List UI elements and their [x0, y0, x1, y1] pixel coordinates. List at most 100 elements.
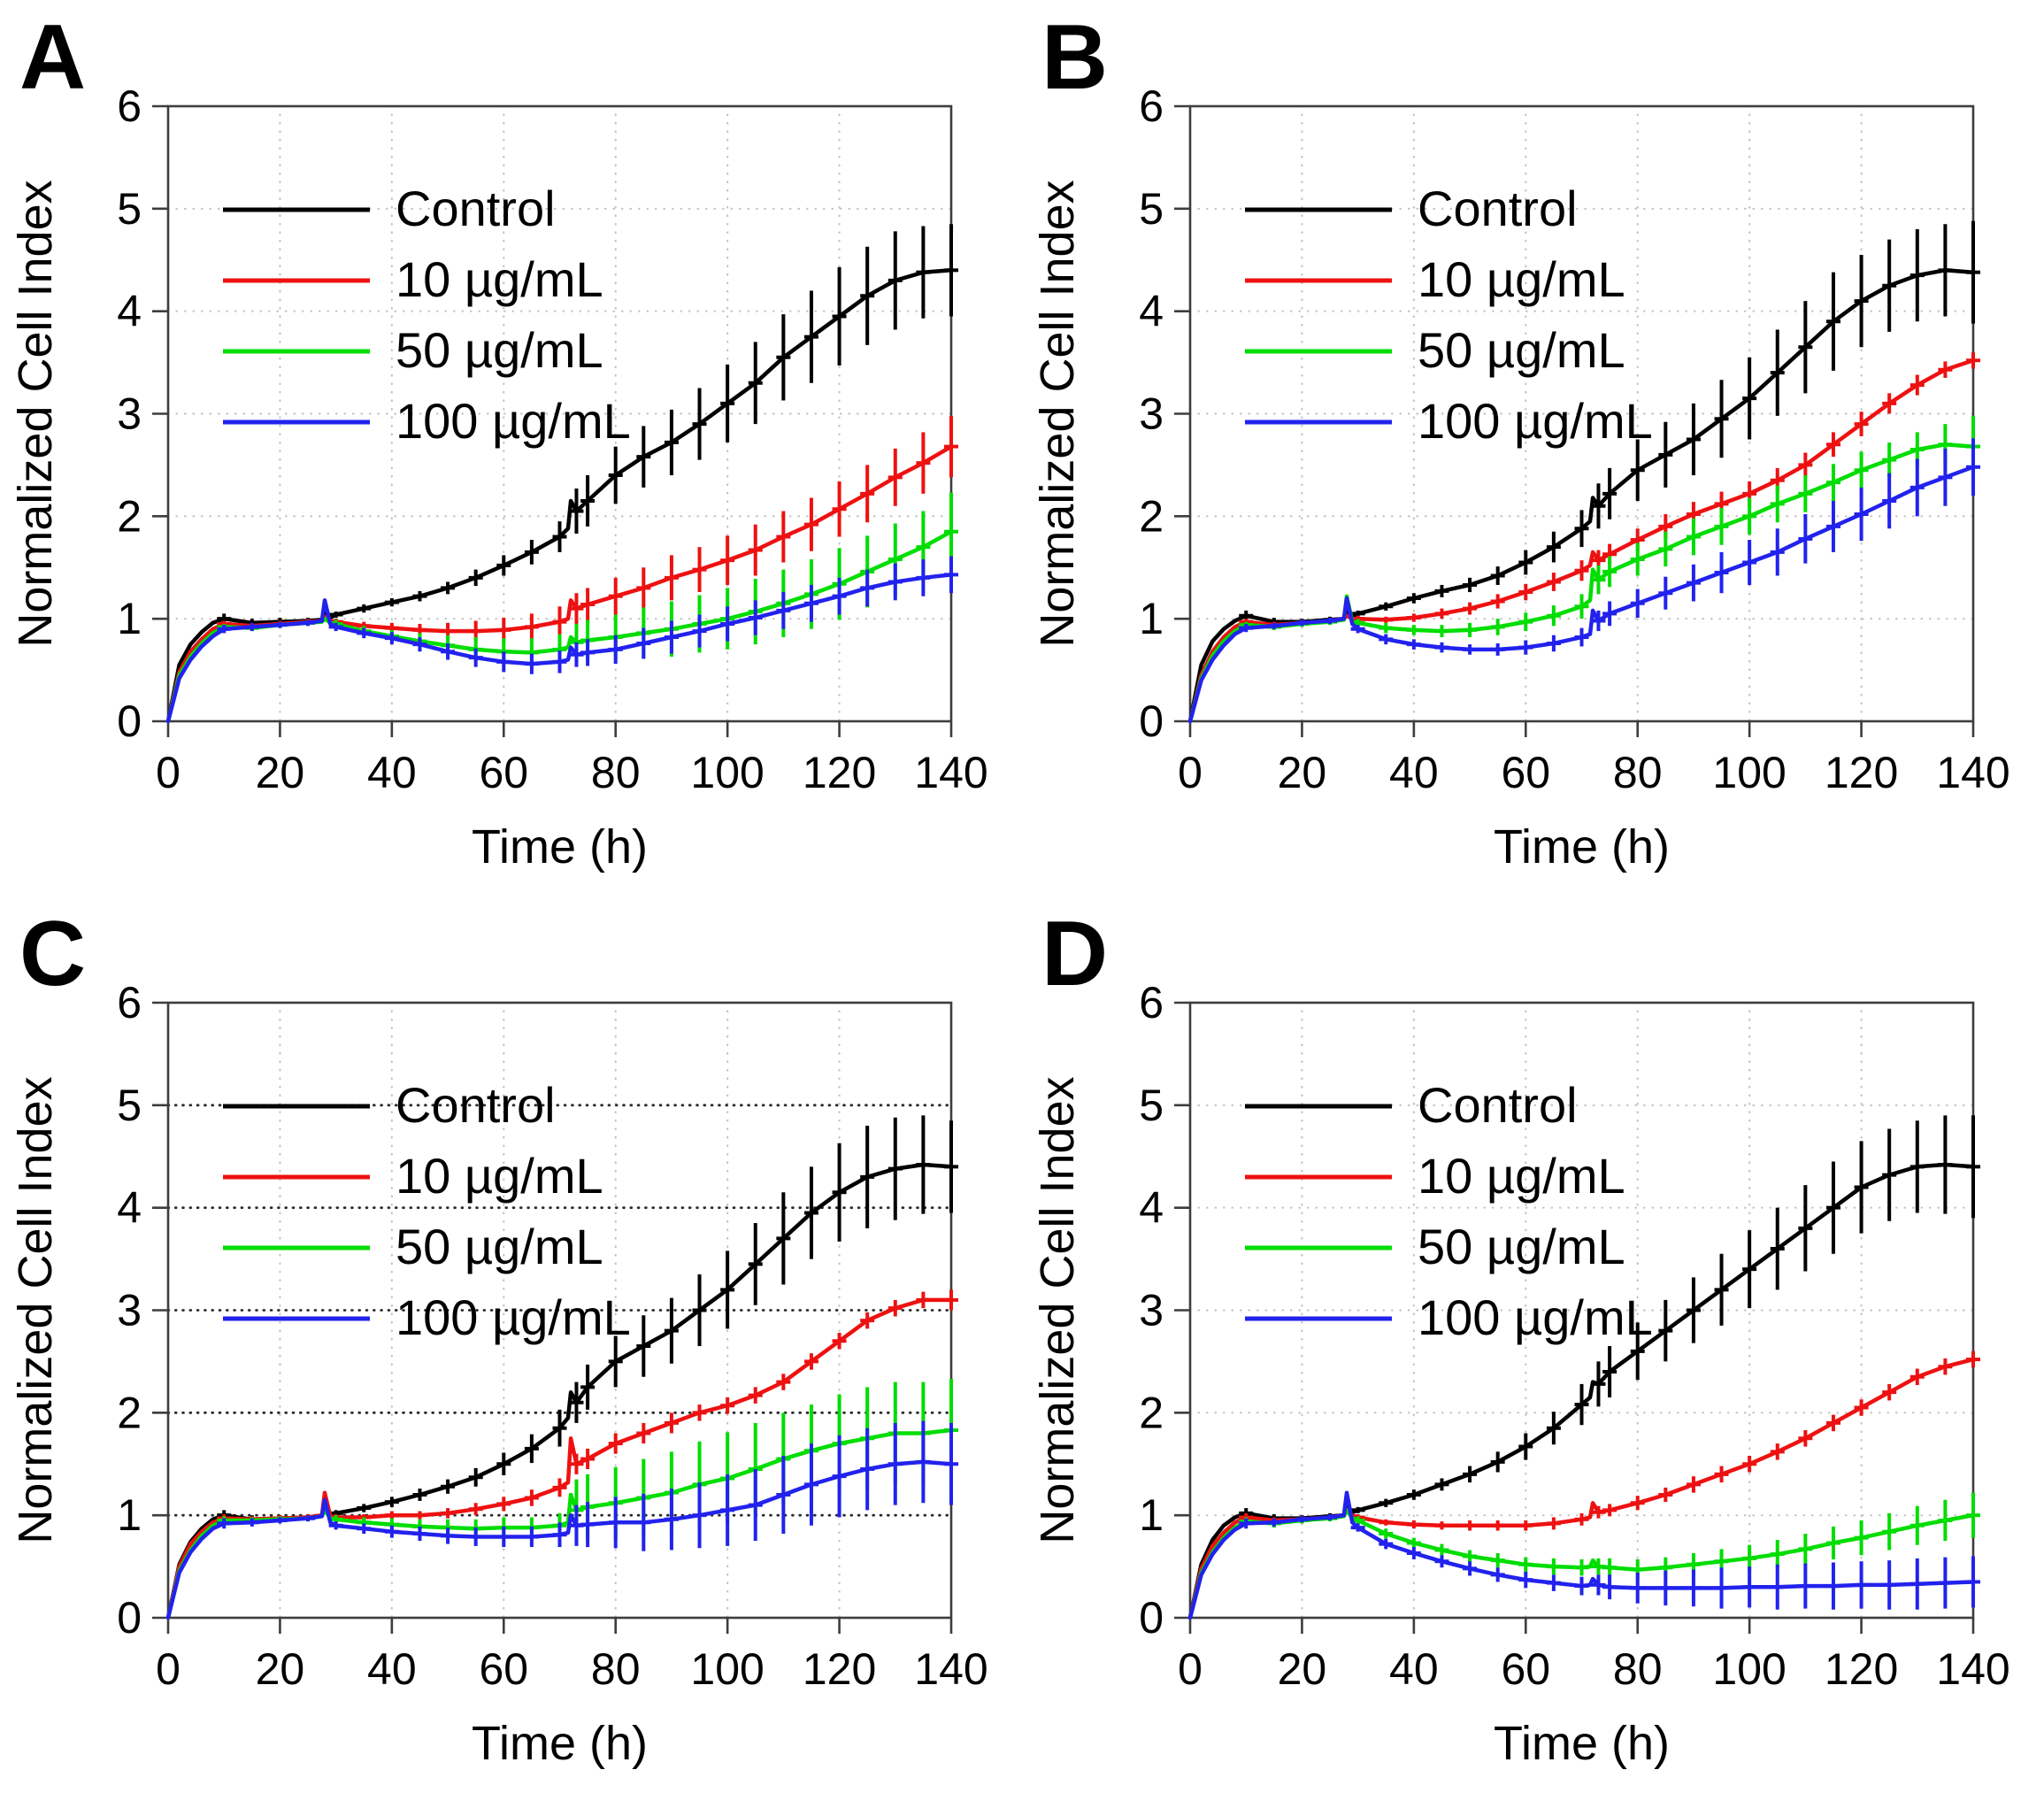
series-100-µg-mL — [1187, 438, 1980, 724]
series-100-µg-mL — [165, 556, 958, 724]
panel-B: B 0 1 2 3 4 5 6 0 20 40 60 80 100 120 140 Time (h) Normal… — [1022, 0, 2044, 896]
x-tick-label: 20 — [256, 1644, 305, 1694]
y-tick-label: 1 — [1139, 1490, 1164, 1540]
panel-background — [0, 896, 1022, 1793]
x-tick-label: 40 — [1389, 748, 1439, 797]
x-tick-label: 60 — [479, 1644, 528, 1694]
panel-background — [0, 0, 1022, 896]
y-tick-label: 4 — [1139, 287, 1164, 336]
y-tick-label: 4 — [117, 1183, 142, 1233]
series-line — [1187, 465, 1976, 724]
y-tick-label: 2 — [1139, 491, 1164, 541]
legend-label: Control — [1418, 181, 1578, 236]
legend-label: 10 µg/mL — [1418, 251, 1625, 307]
x-tick-label: 120 — [803, 1644, 876, 1694]
legend-label: 10 µg/mL — [396, 251, 603, 307]
y-axis-title: Normalized Cell Index — [1031, 1076, 1084, 1543]
y-axis-title: Normalized Cell Index — [9, 1076, 62, 1543]
x-axis-title: Time (h) — [472, 820, 648, 873]
y-tick-label: 5 — [117, 184, 142, 234]
panel-letter: B — [1041, 6, 1108, 109]
y-tick-label: 5 — [1139, 1081, 1164, 1130]
x-tick-label: 0 — [156, 748, 181, 797]
x-tick-label: 120 — [803, 748, 876, 797]
y-tick-label: 4 — [1139, 1183, 1164, 1233]
panel-D: D 0 1 2 3 4 5 6 0 20 40 60 80 100 120 140 Time (h) Normal… — [1022, 896, 2044, 1793]
y-tick-label: 2 — [117, 1388, 142, 1437]
panel-background — [1022, 896, 2044, 1793]
panel-letter: A — [19, 6, 86, 109]
panel-letter: C — [19, 903, 86, 1005]
legend-label: 100 µg/mL — [396, 1289, 631, 1345]
x-tick-label: 80 — [1613, 1644, 1663, 1694]
x-tick-label: 80 — [1613, 748, 1663, 797]
legend: Control 10 µg/mL 50 µg/mL 100 µg/mL — [1245, 181, 1653, 449]
x-tick-label: 120 — [1825, 1644, 1898, 1694]
x-tick-label: 0 — [1178, 748, 1203, 797]
y-axis-title: Normalized Cell Index — [9, 180, 62, 647]
x-tick-label: 140 — [914, 748, 987, 797]
series-line — [165, 268, 954, 724]
legend: Control 10 µg/mL 50 µg/mL 100 µg/mL — [223, 1077, 631, 1345]
series-line — [165, 573, 954, 724]
legend: Control 10 µg/mL 50 µg/mL 100 µg/mL — [1245, 1077, 1653, 1345]
y-tick-label: 5 — [117, 1081, 142, 1130]
x-tick-label: 40 — [367, 1644, 417, 1694]
legend-label: 100 µg/mL — [1418, 1289, 1653, 1345]
legend-label: 10 µg/mL — [1418, 1148, 1625, 1204]
legend-label: Control — [1418, 1077, 1578, 1133]
legend-label: Control — [396, 181, 556, 236]
x-tick-label: 60 — [1501, 748, 1550, 797]
y-tick-label: 4 — [117, 287, 142, 336]
x-tick-label: 20 — [1278, 748, 1327, 797]
y-axis-title: Normalized Cell Index — [1031, 180, 1084, 647]
y-tick-label: 1 — [117, 594, 142, 643]
y-tick-label: 2 — [117, 491, 142, 541]
y-tick-label: 5 — [1139, 184, 1164, 234]
x-tick-label: 100 — [690, 748, 764, 797]
x-axis-title: Time (h) — [472, 1717, 648, 1770]
x-tick-label: 60 — [479, 748, 528, 797]
panel-letter: D — [1041, 903, 1108, 1005]
series-100-µg-mL — [1187, 1490, 1980, 1620]
y-tick-label: 6 — [117, 81, 142, 131]
x-tick-label: 60 — [1501, 1644, 1550, 1694]
y-tick-label: 3 — [1139, 1286, 1164, 1335]
x-tick-label: 40 — [1389, 1644, 1439, 1694]
x-tick-label: 120 — [1825, 748, 1898, 797]
legend-label: 50 µg/mL — [1418, 322, 1625, 378]
x-tick-label: 0 — [1178, 1644, 1203, 1694]
y-tick-label: 0 — [117, 696, 142, 746]
x-tick-label: 140 — [914, 1644, 987, 1694]
y-tick-label: 3 — [117, 389, 142, 439]
y-tick-label: 0 — [117, 1593, 142, 1643]
y-tick-label: 0 — [1139, 696, 1164, 746]
legend-label: Control — [396, 1077, 556, 1133]
legend-label: 50 µg/mL — [1418, 1219, 1625, 1274]
legend-label: 100 µg/mL — [396, 393, 631, 449]
series-line — [165, 1459, 954, 1620]
y-tick-label: 6 — [1139, 978, 1164, 1027]
x-tick-label: 100 — [1712, 748, 1786, 797]
legend-label: 50 µg/mL — [396, 1219, 603, 1274]
legend-label: 10 µg/mL — [396, 1148, 603, 1204]
series-line — [1187, 268, 1976, 724]
x-tick-label: 20 — [256, 748, 305, 797]
x-tick-label: 100 — [690, 1644, 764, 1694]
y-tick-label: 3 — [117, 1286, 142, 1335]
panel-background — [1022, 0, 2044, 896]
y-tick-label: 1 — [1139, 594, 1164, 643]
x-axis-title: Time (h) — [1494, 1717, 1670, 1770]
x-tick-label: 80 — [591, 748, 641, 797]
x-axis-title: Time (h) — [1494, 820, 1670, 873]
y-tick-label: 0 — [1139, 1593, 1164, 1643]
